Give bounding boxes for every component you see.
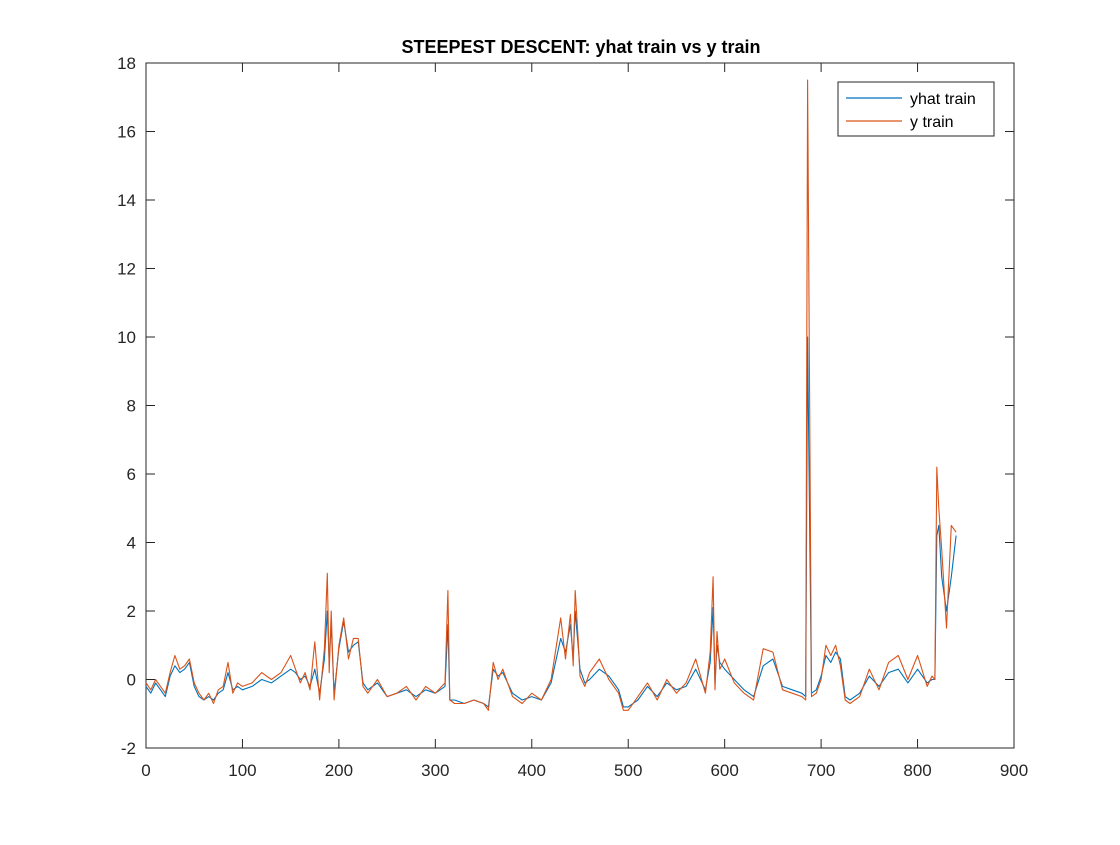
y-tick-label: 10	[117, 328, 136, 347]
x-tick-label: 600	[710, 761, 738, 780]
y-tick-label: 18	[117, 54, 136, 73]
y-tick-label: 2	[127, 602, 136, 621]
x-tick-label: 800	[903, 761, 931, 780]
legend-label: yhat train	[910, 91, 976, 108]
series-line-y-train	[145, 79, 957, 711]
axes: 0 100 200 300 400 500 600 700 800 900 -2 0 2 4 6 8 10 12 1…	[117, 54, 1028, 780]
y-tick-label: 14	[117, 191, 136, 210]
chart-title: STEEPEST DESCENT: yhat train vs y train	[401, 37, 760, 57]
y-tick-label: -2	[121, 739, 136, 758]
x-tick-label: 0	[141, 761, 150, 780]
legend: yhat train y train	[837, 81, 995, 137]
x-tick-label: 300	[421, 761, 449, 780]
x-tick-label: 500	[614, 761, 642, 780]
y-tick-label: 4	[127, 534, 136, 553]
series-lines	[145, 79, 957, 711]
y-tick-label: 8	[127, 397, 136, 416]
legend-label: y train	[910, 114, 954, 131]
y-tick-label: 6	[127, 465, 136, 484]
legend-box	[837, 81, 995, 137]
y-tick-label: 16	[117, 123, 136, 142]
x-tick-label: 400	[518, 761, 546, 780]
x-tick-label: 100	[228, 761, 256, 780]
x-tick-label: 700	[807, 761, 835, 780]
y-tick-label: 0	[127, 671, 136, 690]
x-tick-label: 200	[325, 761, 353, 780]
y-tick-label: 12	[117, 260, 136, 279]
x-tick-label: 900	[1000, 761, 1028, 780]
